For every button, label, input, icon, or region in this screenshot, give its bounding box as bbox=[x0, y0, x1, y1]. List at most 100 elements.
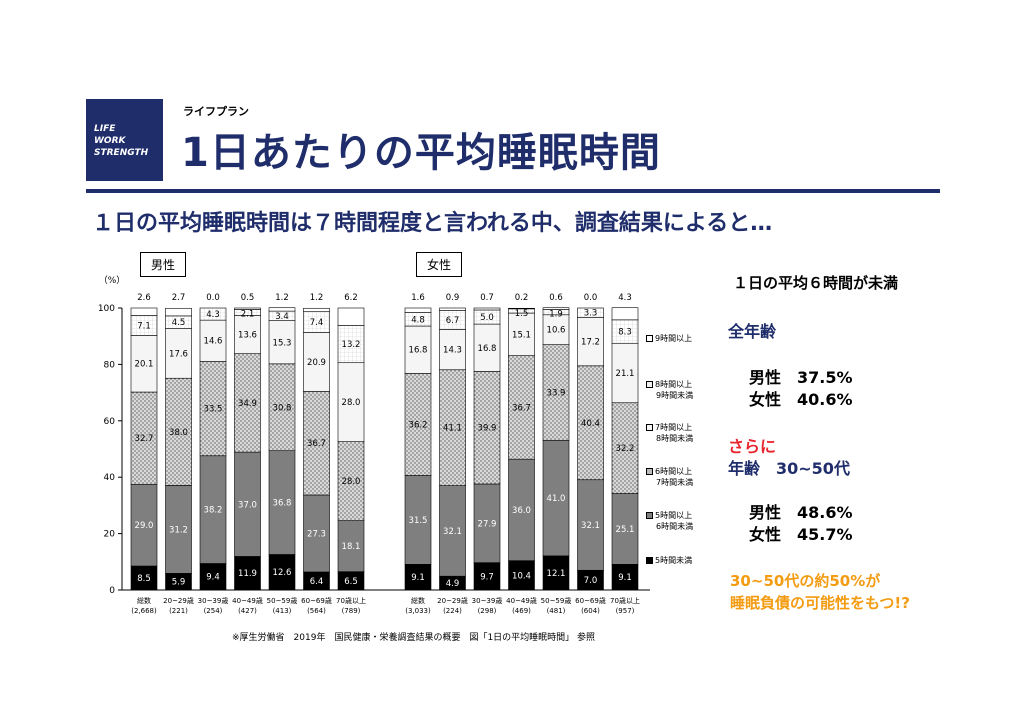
bar-segment-h8_9 bbox=[542, 309, 570, 316]
category-count: (564) bbox=[307, 607, 326, 615]
data-label-h8_9: 8.3 bbox=[618, 328, 632, 338]
data-label-h7_8: 15.3 bbox=[273, 338, 292, 348]
data-label-h9plus: 6.2 bbox=[344, 293, 358, 303]
bar-segment-h9plus bbox=[508, 307, 535, 310]
data-label-lt5: 7.0 bbox=[584, 576, 598, 586]
legend-label: 5時間未満 bbox=[655, 556, 693, 565]
bar-segment-h5_6 bbox=[199, 455, 227, 564]
data-label-h7_8: 17.2 bbox=[581, 338, 600, 348]
data-label-h6_7: 38.0 bbox=[169, 428, 188, 438]
data-label-h9plus: 0.0 bbox=[206, 293, 220, 303]
conclusion-line-2: 睡眠負債の可能性をもつ!? bbox=[730, 594, 910, 612]
data-label-h6_7: 28.0 bbox=[342, 477, 361, 487]
data-label-h6_7: 33.5 bbox=[204, 405, 223, 415]
bar-segment-h8_9 bbox=[404, 312, 432, 327]
all-ages-male: 男性 37.5% bbox=[749, 368, 853, 387]
data-label-h8_9: 3.4 bbox=[275, 312, 289, 322]
bar-segment-lt5 bbox=[542, 555, 570, 591]
data-label-lt5: 5.9 bbox=[172, 578, 186, 588]
data-label-h5_6: 27.3 bbox=[307, 529, 326, 539]
data-label-h7_8: 17.6 bbox=[169, 349, 188, 359]
data-label-h6_7: 36.7 bbox=[512, 403, 531, 413]
data-label-h6_7: 32.7 bbox=[135, 434, 154, 444]
bar-segment-h5_6 bbox=[577, 479, 604, 571]
bar-segment-h7_8 bbox=[439, 329, 466, 371]
category-count: (604) bbox=[581, 607, 600, 615]
category-label: 20~29歳 bbox=[437, 596, 468, 605]
bar-segment-h7_8 bbox=[199, 319, 227, 362]
bar-segment-h8_9 bbox=[611, 319, 639, 344]
bar-segment-h7_8 bbox=[268, 320, 296, 365]
bar-segment-lt5 bbox=[165, 573, 192, 591]
legend-swatch bbox=[646, 557, 653, 564]
data-label-h7_8: 20.1 bbox=[135, 360, 154, 370]
source-note: ※厚生労働省 2019年 国民健康・栄養調査結果の概要 図「1日の平均睡眠時間」… bbox=[232, 633, 596, 643]
y-axis-unit: （%） bbox=[99, 275, 126, 286]
category-kicker: ライフプラン bbox=[183, 105, 249, 118]
conclusion-line-1: 30~50代の約50%が bbox=[730, 572, 881, 590]
page-subtitle: １日の平均睡眠時間は７時間程度と言われる中、調査結果によると… bbox=[92, 211, 773, 236]
category-label: 70歳以上 bbox=[610, 596, 640, 605]
data-label-h7_8: 14.6 bbox=[204, 337, 223, 347]
bar-segment-lt5 bbox=[268, 554, 296, 591]
category-count: (2,668) bbox=[131, 607, 157, 615]
data-label-h8_9: 7.1 bbox=[137, 321, 151, 331]
bar-segment-h6_7 bbox=[199, 360, 227, 457]
summary-heading: １日の平均６時間が未満 bbox=[733, 274, 899, 292]
bar-segment-lt5 bbox=[404, 564, 432, 591]
logo-line-work: WORK bbox=[94, 136, 126, 146]
category-label: 30~39歳 bbox=[198, 596, 229, 605]
category-count: (298) bbox=[478, 607, 497, 615]
legend-swatch bbox=[646, 512, 653, 519]
data-label-lt5: 9.1 bbox=[411, 573, 425, 583]
data-label-lt5: 9.4 bbox=[206, 573, 220, 583]
legend-item-h6_7: 6時間以上 7時間未満 bbox=[646, 466, 693, 488]
category-label: 70歳以上 bbox=[336, 596, 366, 605]
data-label-lt5: 12.6 bbox=[273, 568, 292, 578]
group-label-female: 女性 bbox=[416, 252, 463, 277]
all-ages-female: 女性 40.6% bbox=[749, 390, 853, 409]
category-count: (221) bbox=[169, 607, 188, 615]
data-label-h9plus: 1.2 bbox=[310, 293, 324, 303]
bar-segment-h5_6 bbox=[439, 485, 466, 577]
bar-segment-h8_9 bbox=[130, 315, 158, 336]
legend-label: 9時間以上 bbox=[655, 334, 693, 343]
logo-line-life: LIFE bbox=[94, 124, 116, 134]
bar-segment-h6_7 bbox=[303, 391, 330, 496]
category-count: (481) bbox=[547, 607, 566, 615]
bar-segment-h6_7 bbox=[611, 402, 639, 494]
data-label-h5_6: 41.0 bbox=[547, 494, 566, 504]
data-label-h7_8: 21.1 bbox=[616, 369, 635, 379]
y-tick-label: 20 bbox=[104, 530, 116, 540]
bar-segment-h6_7 bbox=[337, 441, 365, 521]
bar-segment-lt5 bbox=[577, 569, 604, 591]
title-divider bbox=[86, 189, 940, 193]
data-label-h6_7: 36.7 bbox=[307, 439, 326, 449]
bar-segment-h5_6 bbox=[473, 483, 501, 563]
data-label-h9plus: 0.7 bbox=[480, 293, 494, 303]
data-label-lt5: 10.4 bbox=[512, 571, 531, 581]
bar-segment-h7_8 bbox=[473, 323, 501, 372]
group-label-male: 男性 bbox=[140, 252, 187, 277]
legend-item-h7_8: 7時間以上 8時間未満 bbox=[646, 422, 693, 444]
data-label-h8_9: 1.5 bbox=[515, 309, 529, 319]
bar-segment-h9plus bbox=[337, 307, 365, 326]
category-count: (254) bbox=[204, 607, 223, 615]
bar-segment-lt5 bbox=[508, 560, 535, 591]
category-count: (469) bbox=[512, 607, 531, 615]
category-label: 50~59歳 bbox=[267, 596, 298, 605]
data-label-lt5: 6.4 bbox=[310, 577, 324, 587]
data-label-lt5: 8.5 bbox=[137, 574, 151, 584]
bar-segment-lt5 bbox=[303, 571, 330, 591]
data-label-h8_9: 4.5 bbox=[172, 318, 186, 328]
bar-segment-h9plus bbox=[234, 307, 261, 310]
bar-segment-h5_6 bbox=[508, 458, 535, 561]
category-count: (789) bbox=[342, 607, 361, 615]
legend-swatch bbox=[646, 335, 653, 342]
y-tick-label: 60 bbox=[104, 417, 116, 427]
data-label-h6_7: 30.8 bbox=[273, 403, 292, 413]
legend-swatch bbox=[646, 424, 653, 431]
data-label-h7_8: 10.6 bbox=[547, 326, 566, 336]
bar-segment-lt5 bbox=[234, 556, 261, 591]
data-label-h8_9: 4.8 bbox=[411, 315, 425, 325]
